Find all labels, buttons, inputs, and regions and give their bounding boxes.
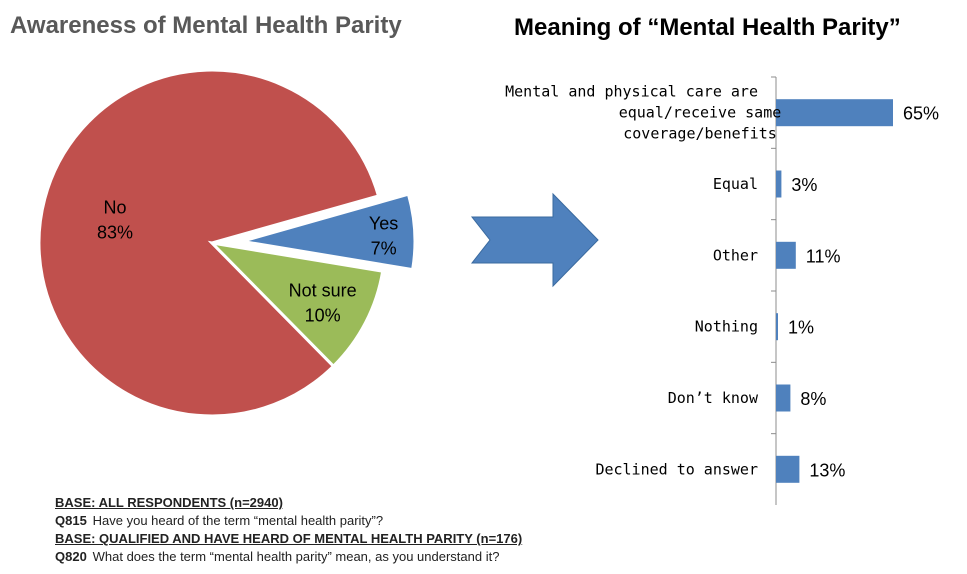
- bar-value-label: 3%: [791, 175, 817, 195]
- pie-slice-not-sure: [207, 240, 385, 369]
- category-label-line: coverage/benefits: [623, 125, 777, 143]
- category-label-line: Declined to answer: [595, 460, 758, 478]
- bar-value-label: 13%: [809, 460, 845, 480]
- base-note-all-respondents: BASE: ALL RESPONDENTS (n=2940): [55, 495, 283, 510]
- category-label: Equal: [713, 175, 758, 193]
- bar: [776, 170, 782, 198]
- pie-chart-title: Awareness of Mental Health Parity: [10, 12, 402, 39]
- bar-chart-title: Meaning of “Mental Health Parity”: [514, 14, 901, 41]
- category-label-line: Nothing: [695, 318, 758, 336]
- pie-slice-label-no: No: [103, 197, 126, 217]
- bar-value-label: 1%: [788, 318, 814, 338]
- pie-slice-yes: [241, 192, 417, 272]
- category-label-line: Equal: [713, 175, 758, 193]
- category-label-line: Other: [713, 246, 758, 264]
- bar-value-label: 65%: [903, 104, 939, 124]
- question-text: What does the term “mental health parity…: [92, 549, 500, 564]
- question-q815: Q815 Have you heard of the term “mental …: [55, 512, 522, 530]
- category-label: Mental and physical care are equal/receiv…: [505, 83, 781, 143]
- pie-slice-no: [37, 68, 381, 418]
- bar: [776, 313, 778, 341]
- question-text: Have you heard of the term “mental healt…: [92, 513, 384, 528]
- pie-slice-value-yes: 7%: [371, 238, 397, 258]
- pie-chart: Yes 7% No 83% Not sure 10%: [37, 68, 417, 418]
- question-code: Q815: [55, 513, 87, 528]
- right-arrow-icon: [470, 192, 599, 288]
- bar-value-label: 8%: [800, 389, 826, 409]
- pie-slice-value-not-sure: 10%: [305, 305, 341, 325]
- category-label: Nothing: [695, 318, 758, 336]
- question-code: Q820: [55, 549, 87, 564]
- question-q820: Q820 What does the term “mental health p…: [55, 548, 522, 566]
- category-label-line: Don’t know: [668, 389, 759, 407]
- bar-value-label: 11%: [806, 246, 841, 266]
- bar: [776, 241, 796, 269]
- bar-chart: 65% Mental and physical care are equal/rec…: [505, 76, 939, 505]
- pie-slice-label-yes: Yes: [369, 213, 398, 233]
- category-label-line: Mental and physical care are: [505, 83, 758, 101]
- bar: [776, 455, 800, 483]
- category-label: Don’t know: [668, 389, 759, 407]
- bar: [776, 384, 791, 412]
- base-note-qualified: BASE: QUALIFIED AND HAVE HEARD OF MENTAL…: [55, 531, 523, 546]
- survey-notes: BASE: ALL RESPONDENTS (n=2940) Q815 Have…: [55, 494, 522, 566]
- category-label: Declined to answer: [595, 460, 758, 478]
- category-label: Other: [713, 246, 758, 264]
- pie-slice-label-not-sure: Not sure: [289, 280, 357, 300]
- category-label-line: equal/receive same: [619, 104, 782, 122]
- bar: [776, 99, 893, 127]
- pie-slice-value-no: 83%: [97, 222, 133, 242]
